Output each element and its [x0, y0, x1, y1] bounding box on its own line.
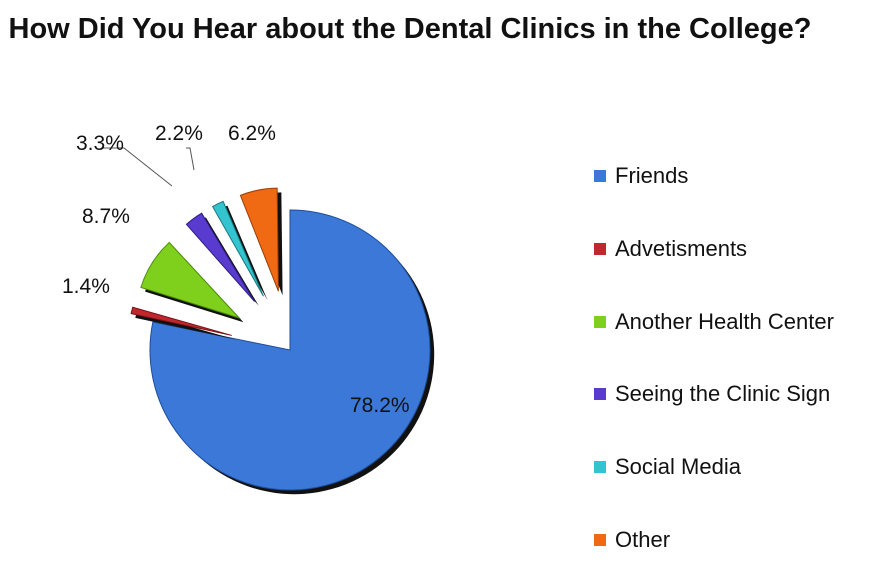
data-label: 1.4% — [62, 275, 110, 298]
legend-swatch — [594, 388, 606, 401]
pie-chart: 78.2% 1.4% 8.7% 3.3% 2.2% 6.2% — [62, 122, 435, 495]
chart-legend: Friends Advetisments Another Health Center… — [594, 140, 884, 576]
legend-item: Friends — [594, 140, 884, 213]
legend-label: Seeing the Clinic Sign — [615, 381, 831, 407]
legend-item: Social Media — [594, 431, 884, 504]
legend-item: Another Health Center — [594, 285, 884, 358]
pie-slice-other — [239, 187, 283, 296]
pie-slice-friends — [149, 209, 435, 495]
legend-swatch — [594, 315, 606, 328]
data-label: 78.2% — [350, 394, 410, 417]
pie-slice-another-health-center — [140, 241, 244, 323]
legend-item: Seeing the Clinic Sign — [594, 358, 884, 431]
data-label: 6.2% — [228, 122, 276, 145]
data-label: 2.2% — [155, 122, 203, 145]
pie-slice-seeing-the-clinic-sign — [185, 212, 259, 306]
chart-title: How Did You Hear about the Dental Clinic… — [8, 13, 812, 45]
legend-label: Advetisments — [615, 236, 748, 262]
data-label: 3.3% — [76, 132, 124, 155]
legend-label: Friends — [615, 163, 689, 189]
legend-swatch — [594, 243, 606, 256]
legend-swatch — [594, 461, 606, 474]
legend-label: Another Health Center — [615, 308, 834, 334]
leader-line — [101, 147, 173, 187]
legend-label: Social Media — [615, 454, 741, 480]
pie-slice-advetisments — [130, 306, 236, 340]
data-label: 8.7% — [82, 205, 130, 228]
leader-line — [186, 147, 195, 171]
pie-slice-social-media — [211, 200, 268, 301]
legend-swatch — [594, 170, 606, 183]
legend-item: Advetisments — [594, 213, 884, 286]
